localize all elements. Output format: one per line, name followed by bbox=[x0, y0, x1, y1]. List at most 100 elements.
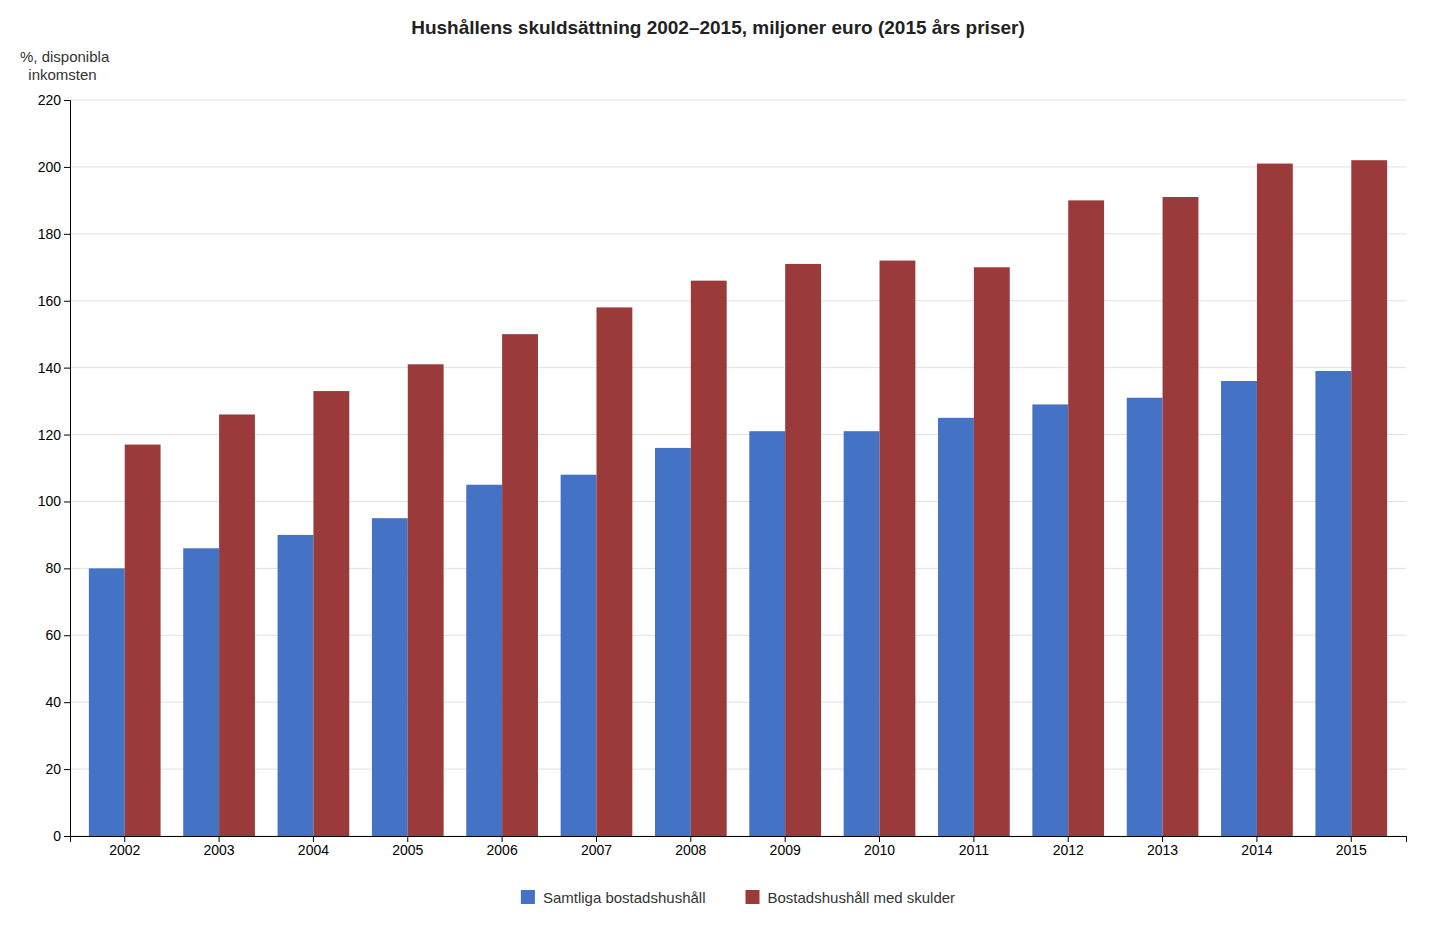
tick-label: 2006 bbox=[487, 842, 518, 858]
y-axis-label-line: %, disponibla bbox=[20, 48, 110, 65]
bars bbox=[89, 160, 1387, 836]
tick-label: 220 bbox=[38, 92, 62, 108]
tick-mark bbox=[64, 836, 70, 837]
legend-item: Bostadshushåll med skulder bbox=[746, 889, 956, 906]
tick: 2011 bbox=[959, 836, 989, 858]
bar bbox=[785, 264, 821, 836]
bar bbox=[844, 431, 880, 836]
legend-item: Samtliga bostadshushåll bbox=[521, 889, 706, 906]
tick-label: 180 bbox=[38, 226, 62, 242]
bar bbox=[938, 418, 974, 836]
bar bbox=[313, 391, 349, 836]
tick-label: 2011 bbox=[959, 842, 989, 858]
bar bbox=[1351, 160, 1387, 836]
tick: 2003 bbox=[203, 836, 234, 858]
legend-label: Bostadshushåll med skulder bbox=[768, 889, 956, 906]
tick-label: 100 bbox=[38, 493, 62, 509]
tick-label: 2015 bbox=[1336, 842, 1367, 858]
bar bbox=[372, 518, 408, 836]
grid bbox=[70, 100, 1406, 836]
tick: 180 bbox=[38, 226, 70, 242]
bar bbox=[749, 431, 785, 836]
tick: 0 bbox=[53, 828, 70, 844]
tick-label: 40 bbox=[45, 694, 61, 710]
bar bbox=[89, 568, 125, 836]
tick-label: 2012 bbox=[1053, 842, 1084, 858]
tick-label: 2009 bbox=[770, 842, 801, 858]
grid-line bbox=[70, 702, 1406, 703]
x-axis: 2002 2003 2004 2005 2006 2007 2008 2009 2010 2011… bbox=[71, 836, 1407, 858]
tick-label: 2002 bbox=[109, 842, 140, 858]
bar bbox=[466, 485, 502, 836]
tick-mark bbox=[64, 635, 70, 636]
tick: 2004 bbox=[298, 836, 329, 858]
tick-label: 80 bbox=[45, 560, 61, 576]
tick: 140 bbox=[38, 360, 70, 376]
grid-line bbox=[70, 367, 1406, 368]
bar bbox=[561, 475, 597, 836]
bar bbox=[502, 334, 538, 836]
bar bbox=[219, 414, 255, 836]
bar bbox=[974, 267, 1010, 836]
legend: Samtliga bostadshushåll Bostadshushåll me… bbox=[521, 889, 955, 906]
title: Hushållens skuldsättning 2002–2015, milj… bbox=[411, 17, 1025, 38]
y-axis: 0 20 40 60 80 100 120 140 160 180 200 220 bbox=[38, 92, 71, 844]
bar bbox=[183, 548, 219, 836]
tick: 120 bbox=[38, 427, 70, 443]
tick: 40 bbox=[45, 694, 70, 710]
tick: 60 bbox=[45, 627, 70, 643]
bar bbox=[596, 307, 632, 836]
tick-label: 200 bbox=[38, 159, 62, 175]
tick-label: 120 bbox=[38, 427, 62, 443]
tick: 20 bbox=[45, 761, 70, 777]
legend-swatch bbox=[746, 890, 760, 904]
grid-line bbox=[70, 233, 1406, 234]
grid-line bbox=[70, 100, 1406, 101]
tick: 2012 bbox=[1053, 836, 1084, 858]
tick: 2015 bbox=[1336, 836, 1367, 858]
plot: 0204060801001201401601802002202002200320… bbox=[38, 92, 1407, 858]
tick-label: 2014 bbox=[1241, 842, 1272, 858]
bar bbox=[691, 281, 727, 836]
tick-mark bbox=[64, 368, 70, 369]
tick-mark bbox=[64, 301, 70, 302]
tick-label: 140 bbox=[38, 360, 62, 376]
tick-label: 2007 bbox=[581, 842, 612, 858]
bar bbox=[1315, 371, 1351, 836]
bar bbox=[1257, 164, 1293, 836]
bar bbox=[880, 261, 916, 836]
grid-line bbox=[70, 434, 1406, 435]
tick-label: 20 bbox=[45, 761, 61, 777]
bar bbox=[655, 448, 691, 836]
grid-line bbox=[70, 166, 1406, 167]
grid-line bbox=[70, 300, 1406, 301]
grid-line bbox=[70, 769, 1406, 770]
tick: 2005 bbox=[392, 836, 423, 858]
y-axis-label: %, disponibla inkomsten bbox=[20, 48, 110, 83]
tick-mark bbox=[64, 100, 70, 101]
tick: 200 bbox=[38, 159, 70, 175]
tick-mark bbox=[64, 167, 70, 168]
tick-label: 2005 bbox=[392, 842, 423, 858]
bar bbox=[125, 445, 161, 836]
tick: 2007 bbox=[581, 836, 612, 858]
y-axis-label-line: inkomsten bbox=[20, 66, 97, 83]
bar bbox=[1127, 398, 1163, 836]
tick-mark bbox=[64, 702, 70, 703]
grid-line bbox=[70, 501, 1406, 502]
bar bbox=[408, 364, 444, 836]
tick: 220 bbox=[38, 92, 70, 108]
tick: 2010 bbox=[864, 836, 895, 858]
tick: 2008 bbox=[675, 836, 706, 858]
tick-label: 160 bbox=[38, 293, 62, 309]
tick-label: 2004 bbox=[298, 842, 329, 858]
tick: 2013 bbox=[1147, 836, 1178, 858]
legend-swatch bbox=[521, 890, 535, 904]
tick: 100 bbox=[38, 493, 70, 509]
axis-line bbox=[71, 837, 1407, 843]
legend-label: Samtliga bostadshushåll bbox=[543, 889, 706, 906]
tick-mark bbox=[64, 234, 70, 235]
bar bbox=[278, 535, 314, 836]
bar bbox=[1163, 197, 1199, 836]
tick-mark bbox=[64, 769, 70, 770]
